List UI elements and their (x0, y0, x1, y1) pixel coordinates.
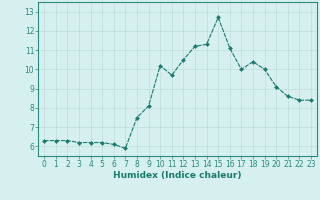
X-axis label: Humidex (Indice chaleur): Humidex (Indice chaleur) (113, 171, 242, 180)
